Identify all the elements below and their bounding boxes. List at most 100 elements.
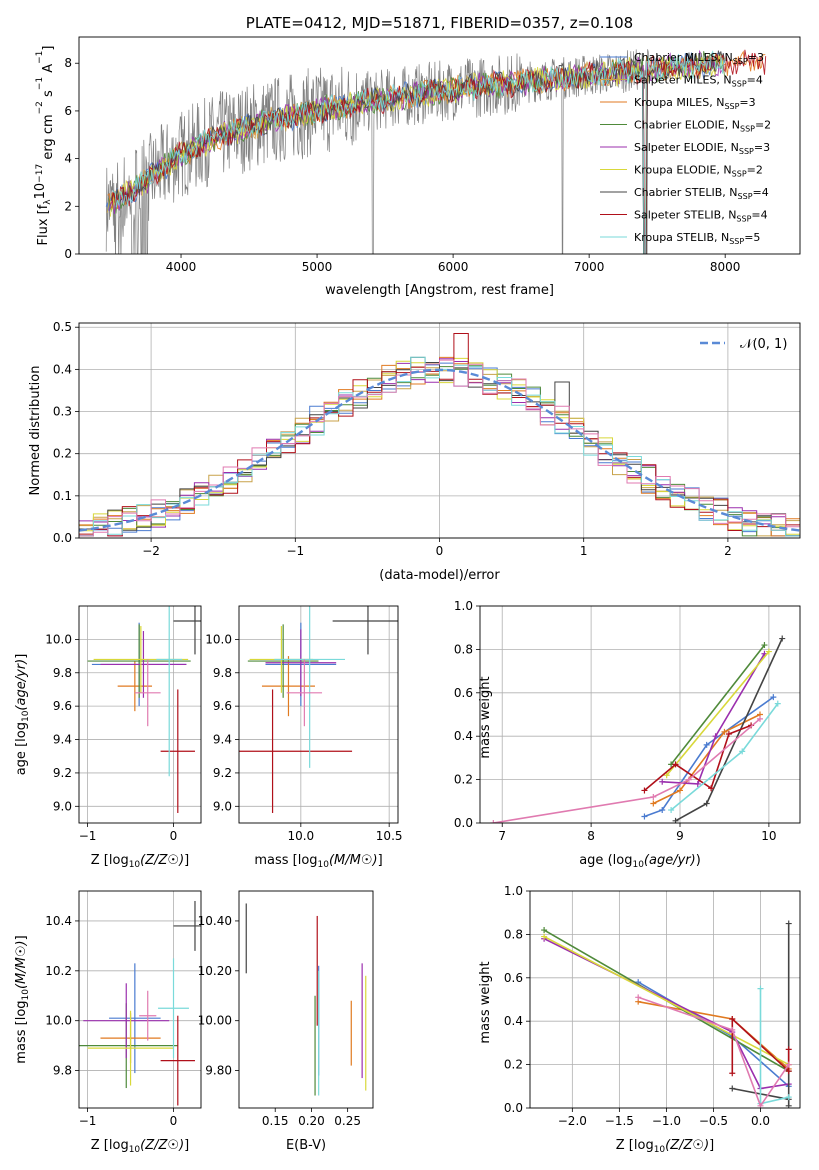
x-tick-label: 7000 (574, 260, 605, 274)
legend-entry: Chabrier MILES, NSSP=3 (634, 51, 764, 66)
mass-weight-marker (541, 933, 548, 940)
mass-weight-marker (757, 715, 763, 722)
x-tick-label: −2 (142, 544, 160, 558)
label-part: log (613, 853, 633, 868)
x-tick-label: −1 (286, 544, 304, 558)
plot-area-5 (79, 900, 201, 1106)
legend-suffix: =4 (751, 209, 767, 222)
legend-text: Chabrier ELODIE, N (634, 119, 740, 132)
legend-text: Chabrier STELIB, N (634, 186, 738, 199)
label-part: log (109, 853, 129, 868)
x-tick-label: 7 (498, 829, 506, 843)
mass-weight-marker (725, 731, 732, 738)
axes-4 (476, 605, 800, 827)
y-tick-label: 9.0 (213, 799, 232, 813)
mass-weight-line-3 (662, 653, 766, 785)
x-axis-label: Z [log10(Z/Z☉)] (616, 1138, 714, 1155)
y-tick-label: 4 (64, 152, 72, 166)
legend-text: Chabrier MILES, N (634, 51, 733, 64)
mass-weight-marker (739, 748, 746, 755)
mass-weight-marker (785, 1094, 792, 1101)
y-tick-label: 8 (64, 56, 72, 70)
axes-frame (78, 322, 801, 539)
label-part: ] (709, 1138, 714, 1153)
mass-weight-line-2 (670, 644, 766, 765)
mass-weight-marker (703, 741, 710, 748)
legend-entry: Salpeter MILES, NSSP=4 (634, 74, 763, 89)
y-tick-label: 0.6 (504, 971, 523, 985)
mass-weight-marker (541, 927, 548, 934)
axes-3 (235, 606, 398, 827)
mass-weight-marker (785, 920, 792, 927)
mass-weight-marker (761, 642, 768, 649)
mass-weight-marker (785, 1046, 792, 1053)
x-tick-label: −1 (79, 1114, 97, 1128)
x-tick-label: 2 (724, 544, 732, 558)
label-part: 10 (129, 1145, 141, 1155)
label-part: 10 (318, 860, 330, 870)
mass-weight-marker (635, 994, 642, 1001)
y-label-part: −1 (35, 77, 45, 90)
legend-text: Salpeter ELODIE, N (634, 141, 739, 154)
mass-weight-marker (650, 793, 657, 800)
x-tick-label: 9 (676, 829, 684, 843)
label-part: log (109, 1138, 129, 1153)
x-tick-label: 8000 (710, 260, 741, 274)
y-tick-label: 1.0 (504, 884, 523, 898)
label-part: ] (184, 1138, 189, 1153)
mass-weight-marker (729, 1085, 736, 1092)
y-axis-label: Flux [fλ10−17 erg cm−2 s−1 A−1] (33, 46, 56, 246)
y-tick-label: 0.4 (53, 362, 72, 376)
y-axis-label: mass weight (478, 676, 493, 758)
label-part: log (634, 1138, 654, 1153)
legend-sub: SSP (724, 102, 739, 111)
mass-weight-marker (729, 1016, 736, 1023)
y-label-part: A (41, 64, 56, 77)
legend-sub: SSP (738, 192, 753, 201)
mass-weight-marker (729, 1070, 736, 1077)
mass-weight-marker (677, 787, 683, 794)
y-label-part: s (41, 90, 56, 101)
label-part: mass [ (14, 1020, 29, 1063)
legend-text: Salpeter MILES, N (634, 74, 732, 87)
plot-area-4 (490, 635, 786, 823)
mass-weight-marker (785, 1061, 792, 1068)
mass-weight-marker (668, 806, 675, 813)
mass-weight-line-4 (543, 935, 790, 1066)
x-tick-label: 0.20 (298, 1114, 325, 1128)
label-part: ) (696, 853, 701, 868)
legend-suffix: =5 (744, 231, 760, 244)
y-tick-label: 0.0 (454, 816, 473, 830)
model-spectrum-6 (110, 50, 725, 254)
x-tick-label: 4000 (166, 260, 197, 274)
y-tick-label: 9.2 (213, 766, 232, 780)
y-label-part: −1 (35, 51, 45, 64)
x-tick-label: −1 (79, 829, 97, 843)
y-tick-label: 9.80 (205, 1064, 232, 1078)
y-axis-label: mass weight (478, 961, 493, 1043)
mass-weight-line-8 (493, 718, 761, 823)
label-part: Z [ (91, 853, 109, 868)
y-label-part: erg cm (41, 114, 56, 163)
axes-frame (78, 605, 202, 824)
y-label-part: ] (41, 46, 56, 51)
mass-weight-marker (721, 728, 728, 735)
x-axis-label: mass [log10(M/M☉)] (254, 853, 382, 870)
y-label-part: λ (43, 199, 53, 205)
y-tick-label: 10.2 (45, 964, 72, 978)
label-part: 10 (129, 860, 141, 870)
mass-weight-marker (779, 635, 786, 642)
mass-weight-marker (729, 1026, 736, 1033)
legend-suffix: =2 (747, 164, 763, 177)
mass-weight-marker (703, 800, 710, 807)
legend-sub: SSP (739, 147, 754, 156)
legend-entry: Kroupa ELODIE, NSSP=2 (634, 164, 763, 179)
y-tick-label: 9.4 (213, 733, 232, 747)
plot-area-1 (79, 333, 800, 537)
legend-sub: SSP (736, 215, 751, 224)
legend-sub: SSP (733, 57, 748, 66)
label-part: log (14, 1000, 29, 1020)
label-part: ] (14, 654, 29, 659)
legend-text: Salpeter STELIB, N (634, 209, 736, 222)
